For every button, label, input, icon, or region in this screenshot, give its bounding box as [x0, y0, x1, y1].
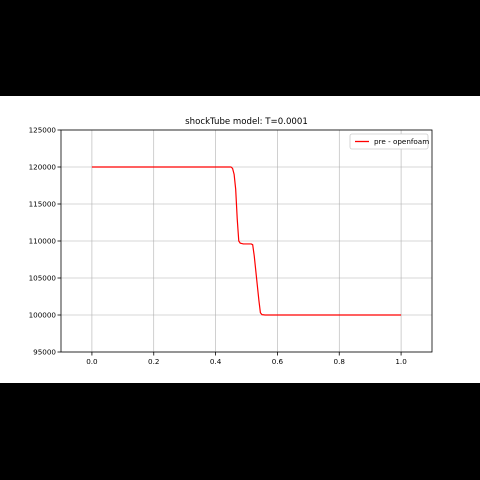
series-line-pre-openfoam	[91, 166, 402, 316]
legend-label-pre-openfoam: pre - openfoam	[374, 137, 429, 146]
x-tick-label: 0.6	[272, 357, 284, 366]
x-tick-label: 1.0	[395, 357, 407, 366]
y-tick-label: 115000	[29, 200, 57, 209]
x-tick-label: 0.0	[86, 357, 98, 366]
legend-box	[349, 133, 429, 150]
x-tick-label: 0.8	[334, 357, 346, 366]
y-tick-label: 100000	[29, 311, 57, 320]
y-tick-label: 105000	[29, 274, 57, 283]
y-tick-label: 125000	[29, 126, 57, 135]
y-tick-label: 110000	[29, 237, 57, 246]
x-tick-label: 0.4	[210, 357, 222, 366]
x-tick-label: 0.2	[148, 357, 159, 366]
x-axis: 0.0 0.2 0.4 0.6 0.8 1.0	[86, 352, 407, 366]
chart-title: shockTube model: T=0.0001	[185, 117, 308, 127]
grid-lines	[61, 129, 432, 353]
line-chart: 0.0 0.2 0.4 0.6 0.8 1.0 95000 100000 105000 1100…	[29, 117, 433, 366]
y-tick-label: 120000	[29, 163, 57, 172]
series-layer	[91, 166, 402, 316]
y-tick-label: 95000	[33, 348, 56, 357]
y-axis: 95000 100000 105000 110000 115000 120000 12500…	[29, 126, 61, 357]
legend: pre - openfoam	[349, 133, 429, 150]
chart-figure: 0.0 0.2 0.4 0.6 0.8 1.0 95000 100000 105000 1100…	[0, 96, 480, 383]
